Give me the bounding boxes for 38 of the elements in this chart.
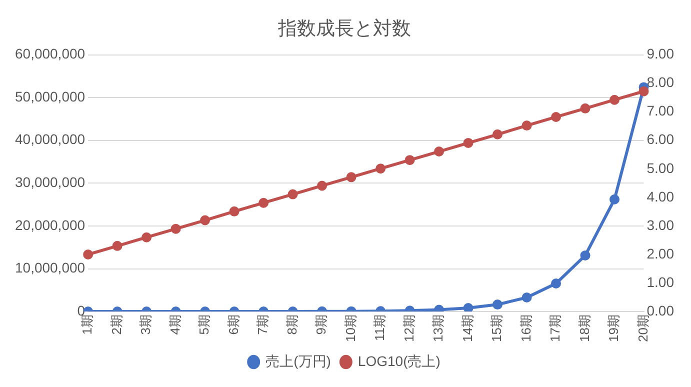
x-tick-label: 6期 bbox=[226, 314, 241, 335]
x-tick-label: 1期 bbox=[80, 314, 95, 335]
legend-label: 売上(万円) bbox=[266, 352, 331, 369]
x-tick-label: 9期 bbox=[314, 314, 329, 335]
y2-tick-label: 6.00 bbox=[646, 131, 674, 148]
x-tick-label: 17期 bbox=[548, 314, 563, 342]
x-tick-label: 8期 bbox=[284, 314, 300, 335]
y2-tick-label: 2.00 bbox=[646, 245, 674, 262]
x-tick-label: 16期 bbox=[518, 314, 534, 342]
y-tick-label: 40,000,000 bbox=[14, 131, 86, 148]
y-tick-label: 60,000,000 bbox=[14, 46, 86, 62]
legend-label: LOG10(売上) bbox=[358, 352, 440, 369]
y-tick-label: 10,000,000 bbox=[14, 260, 86, 276]
x-tick-label: 15期 bbox=[489, 314, 504, 342]
x-tick-label: 11期 bbox=[372, 314, 388, 342]
x-tick-label: 13期 bbox=[430, 314, 446, 342]
y2-tick-label: 4.00 bbox=[646, 188, 674, 204]
x-tick-label: 4期 bbox=[167, 314, 182, 335]
y2-tick-label: 7.00 bbox=[646, 102, 674, 119]
y-tick-label: 50,000,000 bbox=[14, 88, 86, 104]
y2-tick-label: 3.00 bbox=[646, 216, 674, 233]
x-tick-label: 7期 bbox=[255, 314, 270, 335]
y2-tick-label: 8.00 bbox=[646, 74, 674, 90]
x-tick-label: 12期 bbox=[401, 314, 416, 342]
y2-tick-label: 5.00 bbox=[646, 160, 674, 176]
x-tick-label: 5期 bbox=[196, 314, 212, 335]
y2-tick-label: 9.00 bbox=[646, 46, 674, 62]
x-tick-label: 2期 bbox=[108, 314, 124, 335]
x-tick-label: 10期 bbox=[342, 314, 358, 342]
x-tick-label: 18期 bbox=[576, 314, 592, 342]
x-tick-label: 3期 bbox=[138, 314, 154, 335]
y-tick-label: 30,000,000 bbox=[14, 174, 86, 190]
chart-title: 指数成長と対数 bbox=[277, 18, 411, 40]
x-tick-label: 19期 bbox=[606, 314, 622, 342]
x-tick-label: 20期 bbox=[635, 314, 650, 342]
x-tick-label: 14期 bbox=[460, 314, 475, 342]
y-tick-label: 20,000,000 bbox=[14, 216, 86, 233]
y2-tick-label: 1.00 bbox=[646, 274, 674, 290]
